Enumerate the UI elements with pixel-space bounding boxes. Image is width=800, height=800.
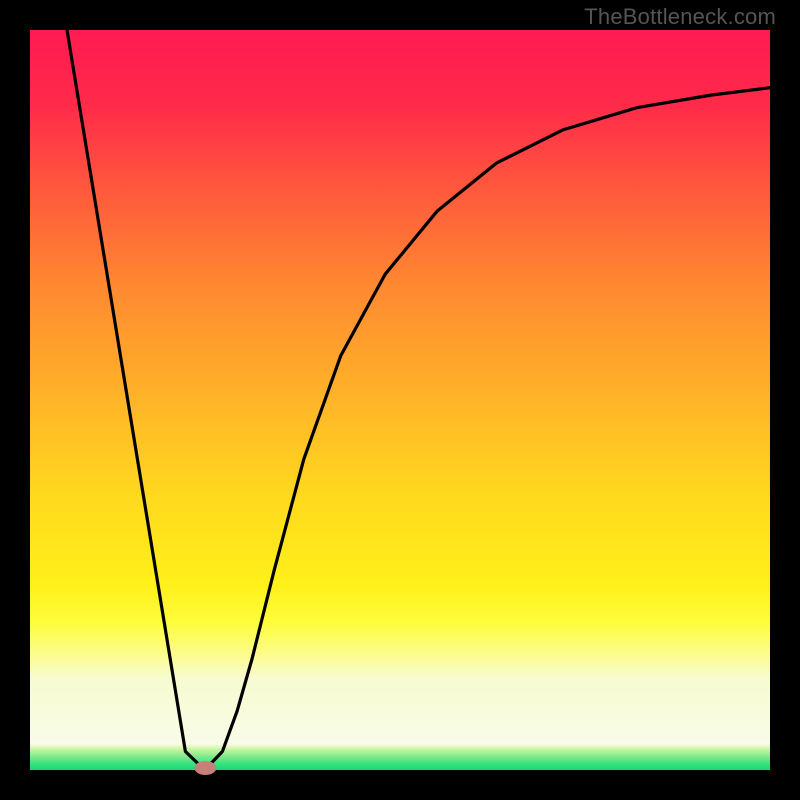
optimal-point-marker (194, 761, 216, 775)
chart-container: { "watermark": { "text": "TheBottleneck.… (0, 0, 800, 800)
bottleneck-curve-chart (0, 0, 800, 800)
watermark-text: TheBottleneck.com (584, 4, 776, 30)
gradient-background (30, 30, 770, 770)
